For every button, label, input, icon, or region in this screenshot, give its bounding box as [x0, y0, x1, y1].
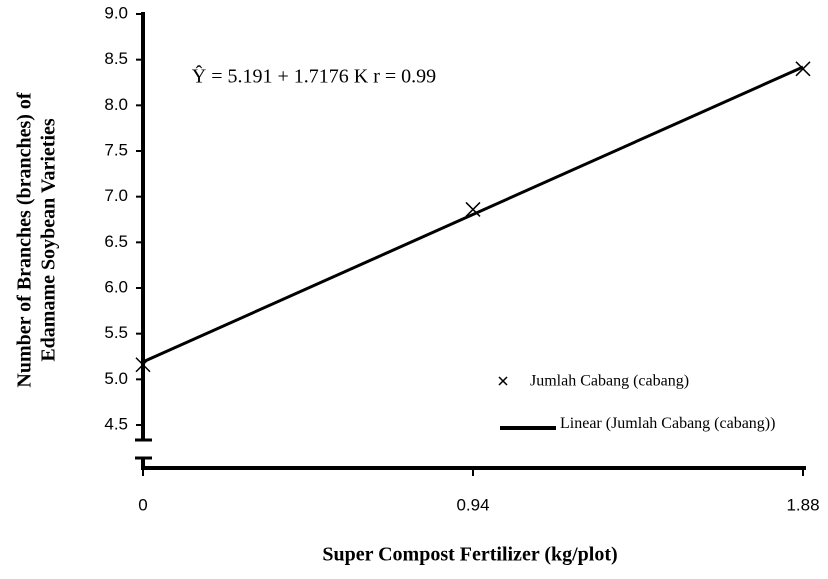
x-tick-label: 0.94	[456, 495, 489, 514]
marker	[795, 61, 811, 77]
y-tick-label: 8.0	[104, 95, 128, 114]
legend-symbol	[498, 376, 508, 386]
x-axis-label: Super Compost Fertilizer (kg/plot)	[322, 544, 617, 566]
y-tick-label: 7.0	[104, 186, 128, 205]
x-tick-label: 0	[138, 495, 147, 514]
trend-line	[142, 65, 804, 364]
marker	[465, 201, 481, 217]
y-tick-label: 7.5	[104, 140, 128, 159]
legend-entry: Jumlah Cabang (cabang)	[530, 373, 689, 390]
y-tick-label: 4.5	[104, 414, 128, 433]
legend-entry: Linear (Jumlah Cabang (cabang))	[560, 415, 776, 432]
y-axis-label: Edamame Soybean Varieties	[38, 118, 60, 362]
y-tick-label: 9.0	[104, 3, 128, 22]
y-tick-label: 6.5	[104, 232, 128, 251]
y-tick-label: 5.5	[104, 323, 128, 342]
x-tick-label: 1.88	[786, 495, 819, 514]
y-tick-label: 5.0	[104, 369, 128, 388]
annotation: Ŷ = 5.191 + 1.7176 K r = 0.99	[192, 65, 436, 88]
y-tick-label: 6.0	[104, 277, 128, 296]
y-axis-label: Number of Branches (branches) of	[14, 92, 36, 388]
y-tick-label: 8.5	[104, 49, 128, 68]
